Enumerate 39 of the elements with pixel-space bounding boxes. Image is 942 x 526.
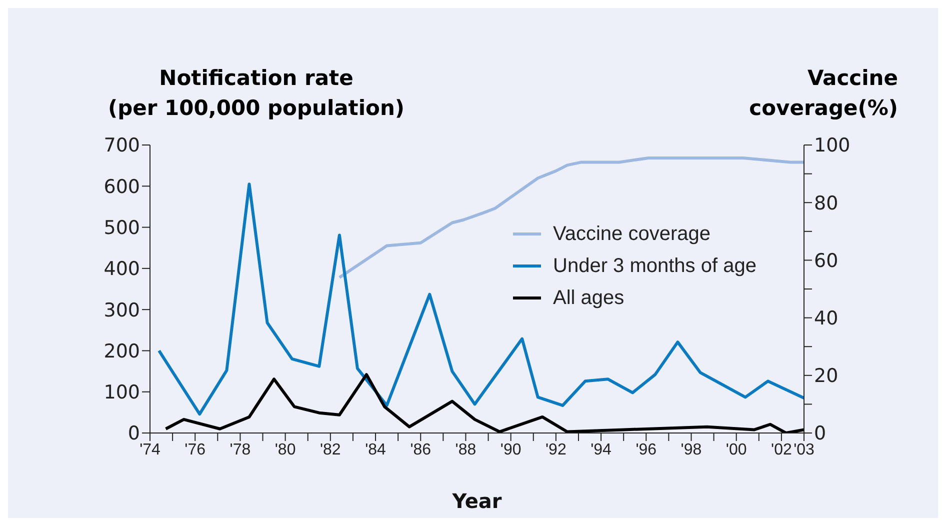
y-tick-label: 100 <box>104 382 140 404</box>
y2-tick-label: 100 <box>814 134 850 157</box>
x-tick-label: '84 <box>365 441 386 458</box>
legend-label: Under 3 months of age <box>553 254 756 278</box>
x-tick-label: '86 <box>410 441 432 458</box>
line-series <box>158 182 804 416</box>
x-tick-label: '78 <box>230 441 251 458</box>
legend-label: Vaccine coverage <box>553 222 710 246</box>
x-tick-label: '92 <box>546 441 566 458</box>
line-series <box>164 373 804 433</box>
x-tick-label: '74 <box>140 441 161 458</box>
x-tick-label: '76 <box>184 441 206 458</box>
y-tick-label: 0 <box>128 422 140 445</box>
y2-tick-label: 20 <box>814 365 838 388</box>
y-tick-label: 300 <box>104 299 140 322</box>
y-tick-label: 500 <box>104 217 140 240</box>
x-tick-label: '94 <box>590 441 612 458</box>
x-tick-label: '90 <box>500 441 522 458</box>
line-series <box>338 156 804 279</box>
x-tick-label: '02 <box>771 441 792 458</box>
x-tick-label: '82 <box>320 441 341 458</box>
y-tick-label: 200 <box>104 340 140 362</box>
x-tick-label: '80 <box>274 441 296 458</box>
y2-axis-title: Vaccine coverage(%) <box>749 65 898 122</box>
y-tick-label: 700 <box>104 134 140 157</box>
x-tick-label: '00 <box>726 441 747 458</box>
x-tick-label: '03 <box>794 441 815 458</box>
legend-label: All ages <box>553 286 624 310</box>
y-tick-label: 400 <box>104 258 140 280</box>
x-tick-label: '88 <box>455 441 476 458</box>
x-tick-label: '98 <box>680 441 702 458</box>
y2-tick-label: 80 <box>814 192 838 214</box>
x-axis-title: Year <box>451 489 502 513</box>
y-axis-title: Notification rate (per 100,000 population) <box>108 65 405 122</box>
y2-tick-label: 40 <box>814 308 838 330</box>
x-tick-label: '96 <box>636 441 657 458</box>
y2-tick-label: 0 <box>814 422 826 445</box>
y-tick-label: 600 <box>104 176 140 198</box>
y2-tick-label: 60 <box>814 250 838 272</box>
